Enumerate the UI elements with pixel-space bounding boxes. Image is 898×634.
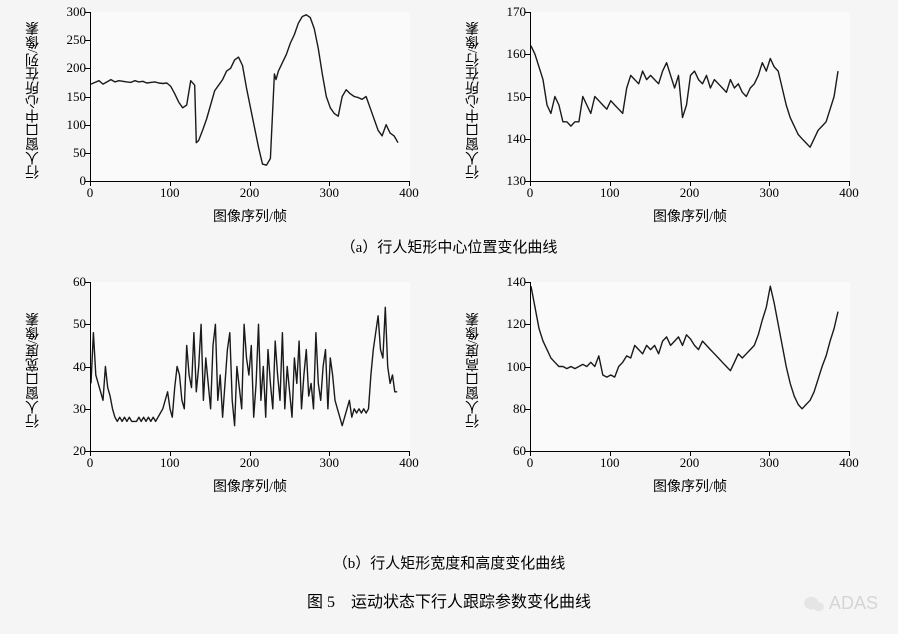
xtick-label: 300	[760, 455, 780, 471]
xtick-label: 0	[87, 455, 94, 471]
xtick-label: 100	[160, 455, 180, 471]
series-line	[531, 12, 850, 181]
ytick-label: 250	[46, 32, 86, 48]
panel-bottom-right: 行人窗口高度/像素 图像序列/帧 60 80 100 120 140 0 100 200 300…	[460, 270, 880, 510]
ylabel-bl: 行人窗口宽度/像素	[24, 300, 44, 440]
ytick-label: 300	[46, 4, 86, 20]
xtick-label: 300	[760, 185, 780, 201]
series-line	[531, 282, 850, 451]
ytick-label: 150	[486, 89, 526, 105]
xlabel-tl: 图像序列/帧	[213, 206, 287, 226]
ylabel-tl: 行人窗口中心所在列/像素	[24, 20, 44, 180]
xtick-label: 200	[680, 455, 700, 471]
xtick-label: 100	[160, 185, 180, 201]
ytick-label: 120	[486, 316, 526, 332]
ytick-label: 150	[46, 89, 86, 105]
xtick-label: 300	[320, 185, 340, 201]
ytick-label: 170	[486, 4, 526, 20]
ytick-label: 130	[486, 173, 526, 189]
ytick-label: 140	[486, 131, 526, 147]
xtick-label: 400	[399, 455, 419, 471]
ytick-label: 60	[46, 274, 86, 290]
ytick-label: 40	[46, 359, 86, 375]
ylabel-br: 行人窗口高度/像素	[464, 300, 484, 440]
ytick-label: 100	[46, 117, 86, 133]
ylabel-tr: 行人窗口中心所在行/像素	[464, 20, 484, 180]
ytick-label: 200	[46, 60, 86, 76]
xtick-label: 0	[527, 185, 534, 201]
xtick-label: 400	[839, 455, 859, 471]
ytick-label: 60	[486, 443, 526, 459]
xtick-label: 0	[87, 185, 94, 201]
ytick-label: 80	[486, 401, 526, 417]
ytick-label: 50	[46, 145, 86, 161]
ytick-label: 100	[486, 359, 526, 375]
plot-area-br	[530, 282, 850, 452]
xtick-label: 200	[240, 185, 260, 201]
ytick-label: 20	[46, 443, 86, 459]
panel-top-right: 行人窗口中心所在行/像素 图像序列/帧 130 140 150 160 170 0 100 2…	[460, 0, 880, 240]
xtick-label: 300	[320, 455, 340, 471]
xtick-label: 0	[527, 455, 534, 471]
xtick-label: 400	[839, 185, 859, 201]
plot-area-bl	[90, 282, 410, 452]
xtick-label: 400	[399, 185, 419, 201]
plot-area-tr	[530, 12, 850, 182]
ytick-label: 50	[46, 316, 86, 332]
xlabel-bl: 图像序列/帧	[213, 476, 287, 496]
watermark-text: ADAS	[829, 593, 878, 613]
xtick-label: 200	[240, 455, 260, 471]
xtick-label: 200	[680, 185, 700, 201]
main-caption: 图 5 运动状态下行人跟踪参数变化曲线	[0, 588, 898, 612]
subcaption-b: （b）行人矩形宽度和高度变化曲线	[0, 552, 898, 573]
ytick-label: 140	[486, 274, 526, 290]
series-line	[91, 12, 410, 181]
ytick-label: 0	[46, 173, 86, 189]
xlabel-br: 图像序列/帧	[653, 476, 727, 496]
xtick-label: 100	[600, 185, 620, 201]
figure-container: 行人窗口中心所在列/像素 图像序列/帧 05010015020025030001…	[0, 0, 898, 634]
watermark: ADAS	[803, 593, 878, 614]
xtick-label: 100	[600, 455, 620, 471]
xlabel-tr: 图像序列/帧	[653, 206, 727, 226]
panel-bottom-left: 行人窗口宽度/像素 图像序列/帧 20 30 40 50 60 0 100 200 300 400	[20, 270, 440, 510]
panel-top-left: 行人窗口中心所在列/像素 图像序列/帧 0 50 100 150 200 250 300 0 1…	[20, 0, 440, 240]
series-line	[91, 282, 410, 451]
plot-area-tl	[90, 12, 410, 182]
ytick-label: 160	[486, 46, 526, 62]
wechat-icon	[803, 595, 825, 613]
subcaption-a: （a）行人矩形中心位置变化曲线	[0, 236, 898, 257]
ytick-label: 30	[46, 401, 86, 417]
